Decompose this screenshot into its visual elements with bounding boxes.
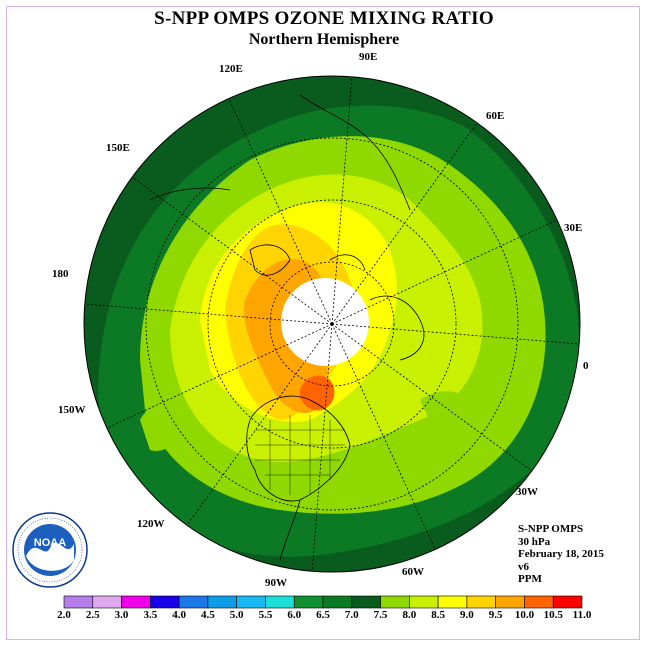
colorbar-tick-label: 8.0 bbox=[402, 609, 417, 621]
lon-label-60e: 60E bbox=[486, 110, 505, 122]
lon-label-120e: 120E bbox=[219, 63, 243, 75]
ozone-field bbox=[84, 76, 580, 572]
map-border bbox=[83, 75, 581, 573]
colorbar-tick-label: 10.5 bbox=[543, 609, 563, 621]
lon-label-30e: 30E bbox=[564, 222, 583, 234]
colorbar-tick-label: 3.5 bbox=[143, 609, 158, 621]
colorbar-tick-label: 10.0 bbox=[514, 609, 535, 621]
colorbar-tick-label: 6.5 bbox=[316, 609, 330, 621]
lon-label-90e: 90E bbox=[359, 51, 378, 63]
colorbar-tick-label: 4.0 bbox=[172, 609, 186, 621]
map-title: S-NPP OMPS OZONE MIXING RATIO bbox=[154, 8, 494, 29]
colorbar-tick-label: 4.5 bbox=[201, 609, 215, 621]
info-version: v6 bbox=[518, 560, 529, 573]
info-instrument: S-NPP OMPS bbox=[518, 523, 584, 535]
colorbar-tick-label: 9.5 bbox=[488, 609, 503, 621]
lon-label-120w: 120W bbox=[137, 518, 165, 530]
lon-label-150w: 150W bbox=[58, 404, 86, 416]
colorbar-tick-label: 7.5 bbox=[373, 609, 388, 621]
lon-label-60w: 60W bbox=[402, 566, 424, 578]
info-level: 30 hPa bbox=[518, 535, 551, 548]
colorbar-tick-label: 6.0 bbox=[287, 609, 302, 621]
colorbar-tick-label: 3.0 bbox=[114, 609, 129, 621]
graticule bbox=[84, 76, 580, 572]
colorbar-tick-label: 2.5 bbox=[85, 609, 100, 621]
info-units: PPM bbox=[518, 573, 542, 585]
colorbar-tick-label: 8.5 bbox=[431, 609, 445, 621]
colorbar-tick-label: 5.5 bbox=[258, 609, 273, 621]
map-subtitle: Northern Hemisphere bbox=[248, 31, 400, 48]
colorbar-tick-label: 2.0 bbox=[57, 609, 71, 621]
lon-label-150e: 150E bbox=[106, 142, 130, 154]
lon-label-30w: 30W bbox=[516, 486, 538, 498]
image-frame bbox=[6, 6, 640, 640]
colorbar-tick-label: 9.0 bbox=[460, 609, 474, 621]
info-block: S-NPP OMPS 30 hPa February 18, 2015 v6 P… bbox=[518, 523, 604, 586]
info-date: February 18, 2015 bbox=[518, 548, 604, 560]
lon-label-90w: 90W bbox=[265, 577, 287, 589]
colorbar-tick-label: 5.0 bbox=[229, 609, 244, 621]
lon-label-180: 180 bbox=[52, 268, 69, 280]
colorbar-tick-label: 11.0 bbox=[572, 609, 592, 621]
lon-label-0: 0 bbox=[583, 360, 589, 372]
colorbar-tick-label: 7.0 bbox=[344, 609, 359, 621]
